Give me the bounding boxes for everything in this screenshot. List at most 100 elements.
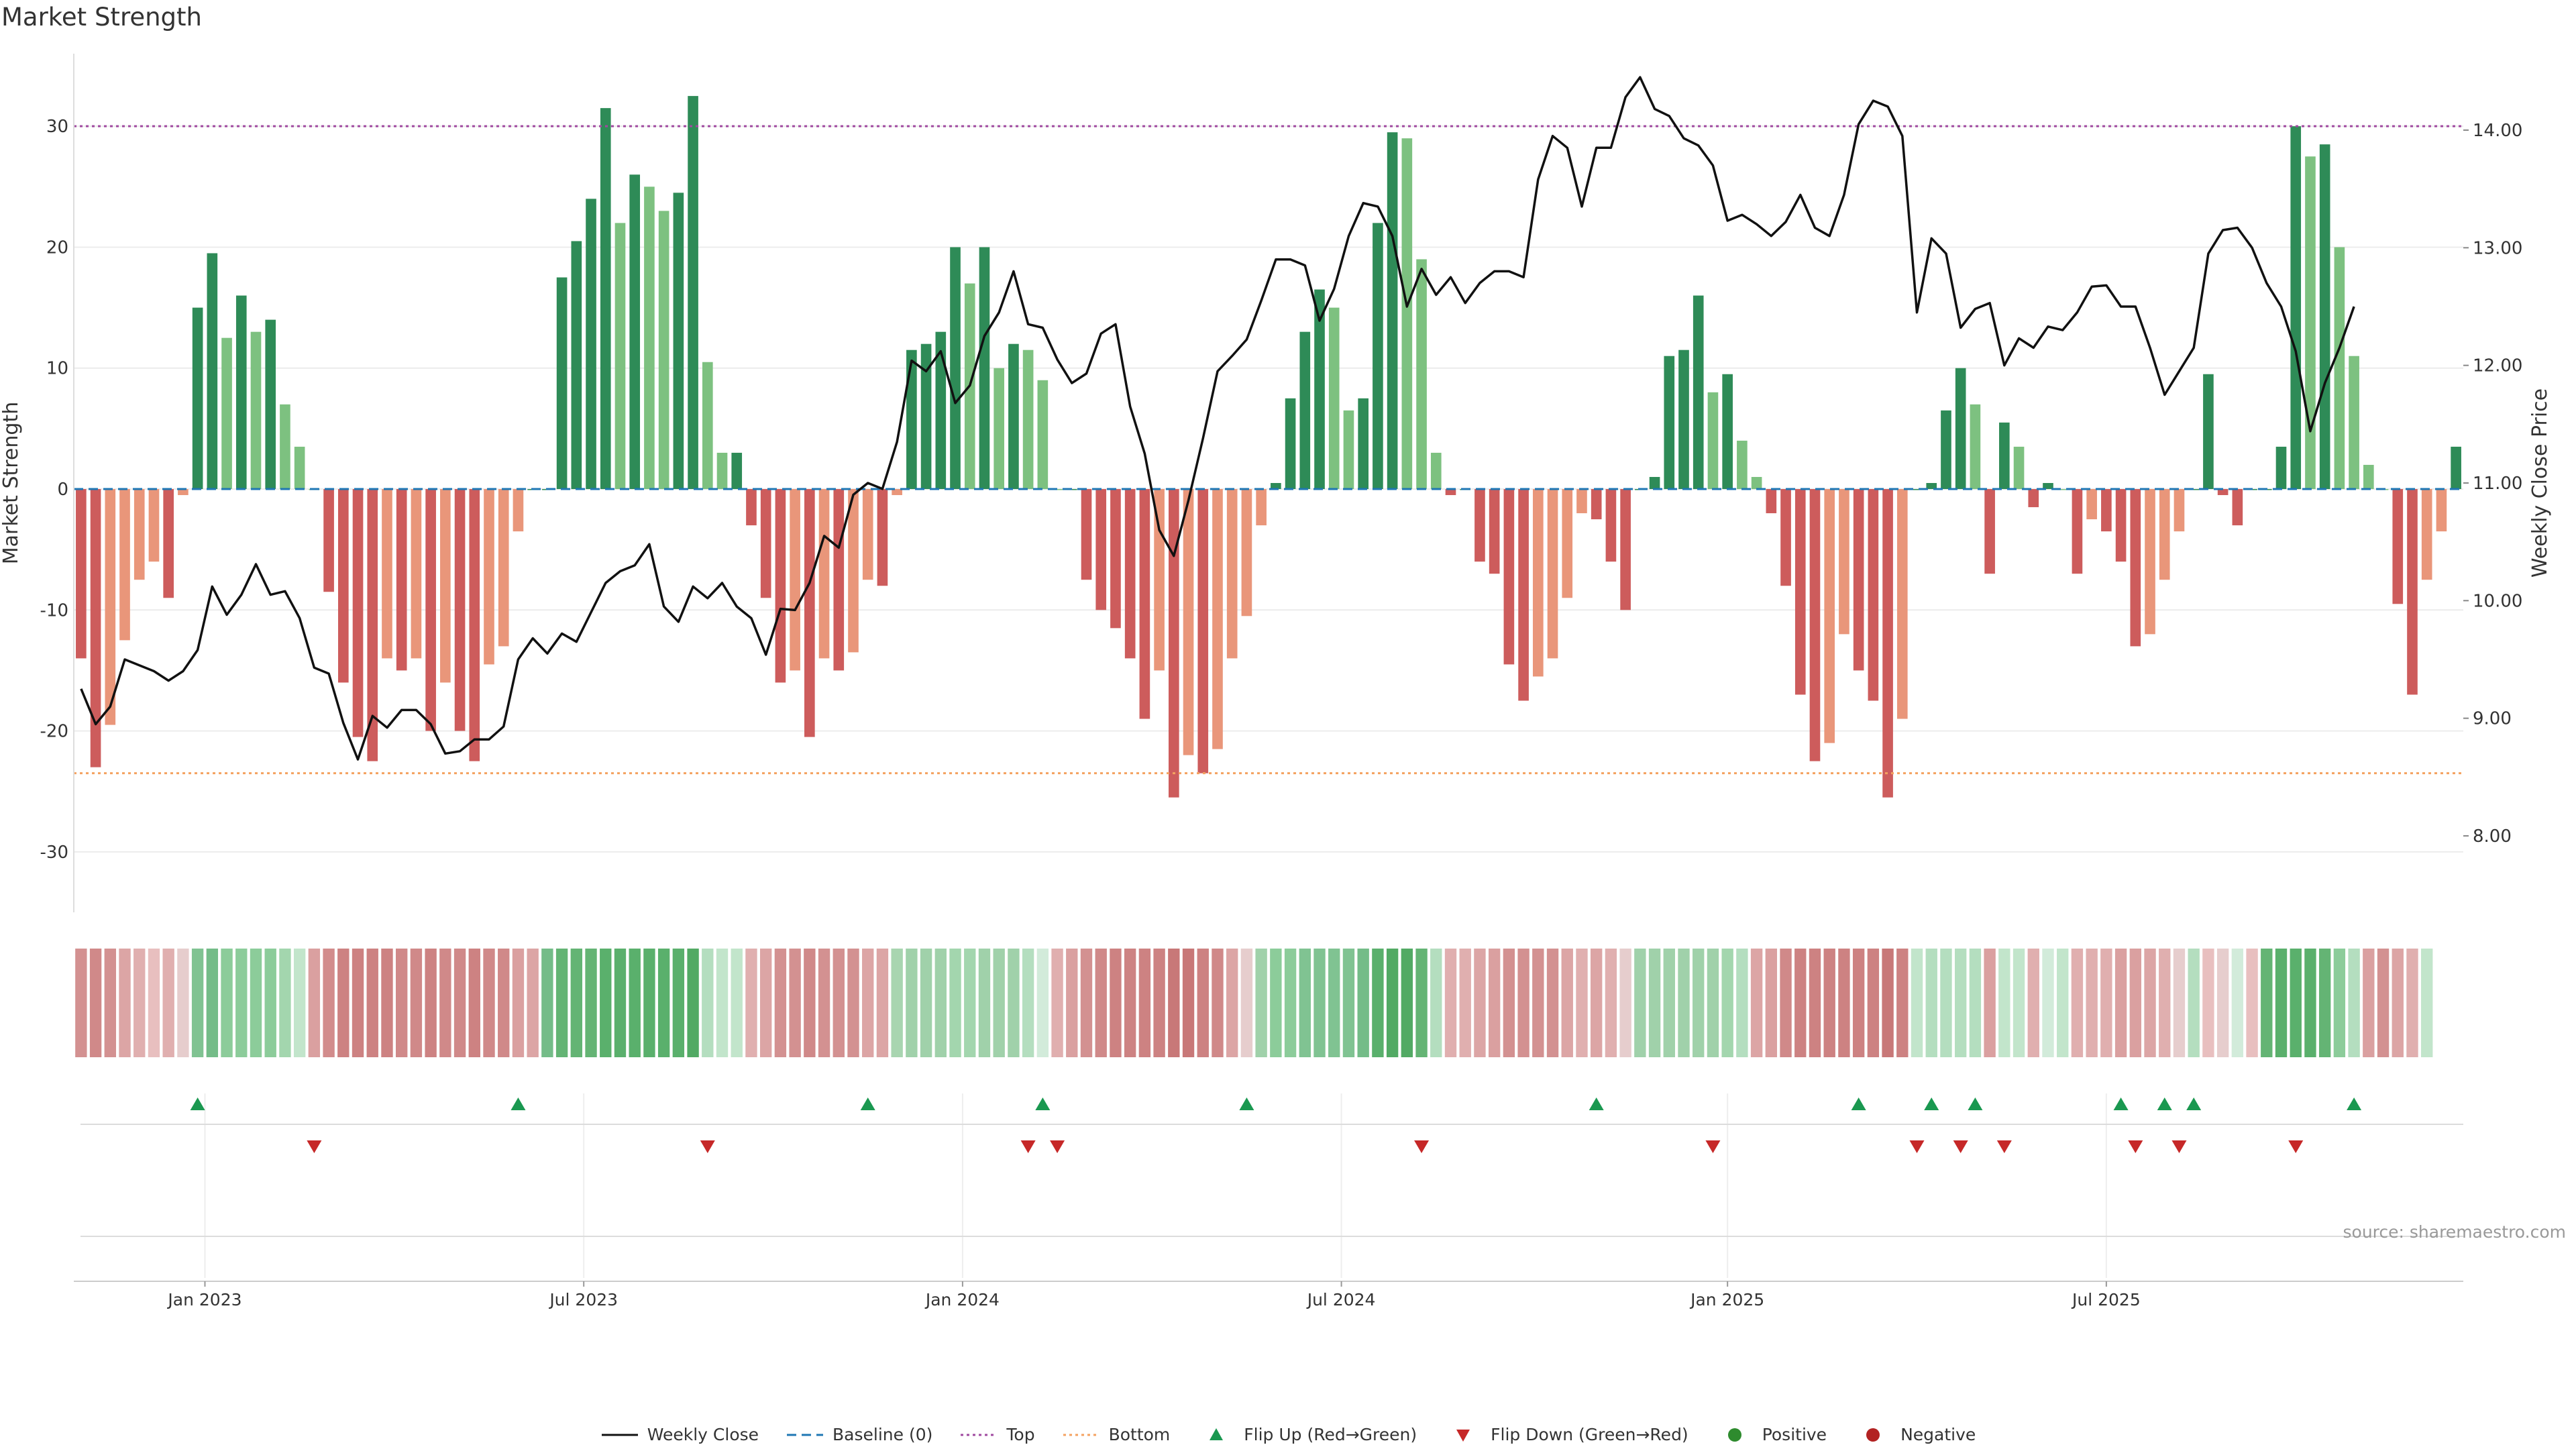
circle-icon [1727,1428,1741,1442]
x-tick-label: Jul 2024 [1306,1290,1376,1309]
strength-bar [1751,476,1762,490]
strip-cell [2406,949,2418,1057]
strength-bar [440,489,451,683]
strip-cell [804,949,816,1057]
strip-cell [1008,949,1020,1057]
strength-bar [1008,343,1019,490]
y2-tick-label: 9.00 [2473,709,2512,729]
x-tick-label: Jan 2023 [166,1290,241,1309]
strength-bar [1212,489,1223,749]
flip-down-marker [1953,1140,1968,1153]
y2-tick-label: 11.00 [2473,474,2522,494]
strip-cell [366,949,378,1057]
strip-cell [555,949,568,1057]
x-tick-label: Jan 2025 [1689,1290,1764,1309]
legend-item-flip-up: Flip Up (Red→Green) [1197,1425,1417,1444]
strip-cell [731,949,743,1057]
strength-bar [2290,126,2302,490]
strip-cell [993,949,1005,1057]
strength-bar [425,489,436,731]
x-tick-label: Jan 2024 [924,1290,1000,1309]
strength-bar [1343,410,1354,490]
strip-cell [293,949,306,1057]
legend-item-bottom: Bottom [1062,1425,1170,1444]
triangle-up-icon [1210,1428,1224,1440]
x-tick-label: Jul 2025 [2071,1290,2141,1309]
strip-cell [1576,949,1588,1057]
dotted-line-icon [961,1434,998,1436]
y2-axis-title: Weekly Close Price [2528,388,2552,578]
strip-cell [847,949,859,1057]
strength-bar [1605,489,1617,562]
flip-down-marker [1414,1140,1430,1153]
strip-cell [483,949,495,1057]
strip-cell [1721,949,1733,1057]
strength-bar [2232,489,2243,526]
strength-bar [629,174,641,490]
strip-cell [1182,949,1195,1057]
strip-cell [789,949,801,1057]
strength-bar [1547,489,1558,659]
legend-label: Positive [1762,1425,1827,1444]
strip-cell [1693,949,1705,1057]
strip-cell [2363,949,2375,1057]
strength-bar [2028,489,2039,508]
strip-cell [1357,949,1369,1057]
strength-bar [382,489,392,659]
strip-cell [1313,949,1326,1057]
strength-bar [1649,476,1660,490]
strip-cell [2333,949,2346,1057]
strip-cell [1809,949,1821,1057]
strip-cell [1998,949,2010,1057]
strength-bar [235,295,247,490]
strip-cell [1372,949,1384,1057]
strength-bar [367,489,378,761]
flip-down-marker [2288,1140,2304,1153]
strip-cell [206,949,219,1057]
y-tick-label: 30 [46,117,68,137]
strength-bar [1139,489,1150,719]
strength-bar [1678,350,1689,490]
strip-cell [585,949,597,1057]
strength-bar [1868,489,1879,701]
flip-up-marker [1924,1097,1939,1110]
flip-markers-panel [80,1093,2463,1278]
strength-bar [133,489,145,580]
strip-cell [1750,949,1763,1057]
strength-bar [2057,489,2068,490]
strip-cell [1328,949,1340,1057]
strength-bar [119,489,130,641]
legend-item-positive: Positive [1715,1425,1827,1444]
strength-bar [775,489,786,683]
strip-cell [279,949,291,1057]
strip-cell [2275,949,2288,1057]
strip-cell [191,949,204,1057]
y2-tick-label: 8.00 [2473,826,2512,847]
strip-cell [1634,949,1646,1057]
strip-cell [1240,949,1253,1057]
strength-bar [979,247,990,490]
flip-up-marker [190,1097,205,1110]
strength-bar [2115,489,2127,562]
strip-cell [1780,949,1792,1057]
strip-cell [2086,949,2098,1057]
strength-bar [513,489,524,532]
strip-cell [381,949,393,1057]
strength-bar [600,108,611,490]
strength-bar [1387,132,1398,490]
strength-bar [163,489,174,598]
strength-bar [1197,489,1209,773]
strength-bar [2275,446,2287,490]
strength-bar [498,489,509,647]
strength-bar [411,489,422,659]
flip-down-marker [1909,1140,1925,1153]
strength-bar [207,253,218,490]
strip-cell [439,949,451,1057]
strip-cell [2027,949,2039,1057]
strip-cell [89,949,102,1057]
strip-cell [745,949,757,1057]
strip-cell [1488,949,1501,1057]
strength-bar [1037,380,1049,490]
legend-item-weekly-close: Weekly Close [600,1425,759,1444]
